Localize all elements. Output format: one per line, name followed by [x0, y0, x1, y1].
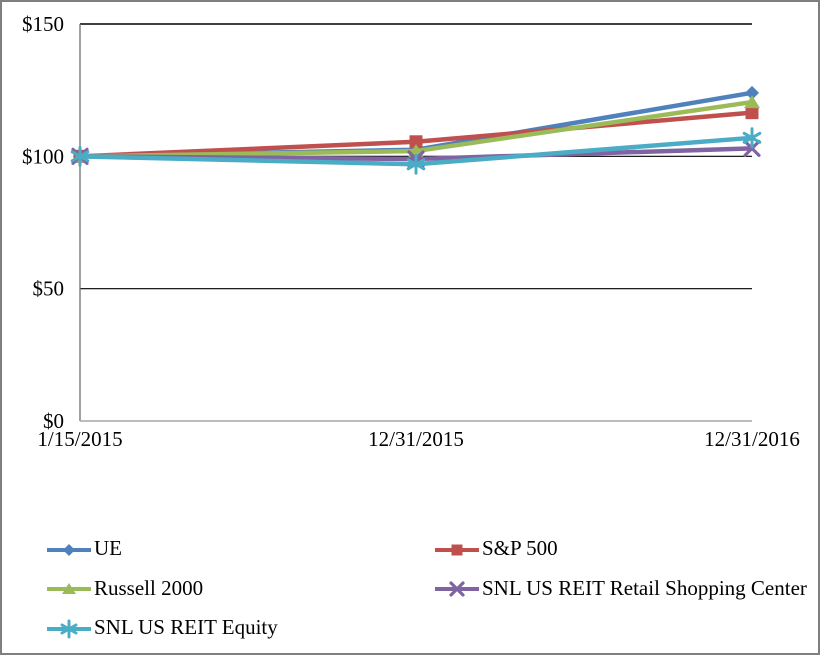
legend-label: Russell 2000 — [94, 575, 204, 600]
legend-marker-triangle — [62, 583, 76, 595]
marker-x-snl-us-reit-retail-shopping-center — [743, 139, 761, 157]
marker-asterisk-snl-us-reit-equity — [742, 127, 762, 149]
y-tick-label: $100 — [22, 144, 64, 168]
legend-item-russell-2000: Russell 2000 — [46, 575, 434, 601]
legend-asterisk-icon — [47, 619, 91, 639]
y-tick-label: $150 — [22, 12, 64, 36]
legend-label: UE — [94, 536, 122, 561]
legend-label: SNL US REIT Retail Shopping Center — [482, 575, 807, 600]
marker-asterisk-snl-us-reit-equity — [406, 153, 426, 175]
marker-diamond-ue — [745, 85, 759, 100]
legend-marker-x — [449, 581, 465, 597]
x-tick-label: 1/15/2015 — [37, 427, 122, 451]
marker-square-s-p-500 — [745, 106, 759, 120]
legend-label: S&P 500 — [482, 536, 558, 561]
legend-marker-diamond — [63, 543, 75, 556]
legend-item-snl-us-reit-retail-shopping-center: SNL US REIT Retail Shopping Center — [434, 575, 807, 601]
chart-legend: UE S&P 500 Russell 2000 SNL US REIT Retail … — [46, 530, 807, 649]
legend-label: SNL US REIT Equity — [94, 615, 278, 640]
legend-square-icon — [435, 544, 479, 556]
y-tick-label: $0 — [43, 409, 64, 433]
x-tick-label: 12/31/2015 — [368, 427, 464, 451]
legend-item-snl-us-reit-equity: SNL US REIT Equity — [46, 617, 434, 640]
plot-area: $0 $50 $100 $150 1/15/2015 12/31/2015 12/31/20… — [22, 12, 800, 451]
legend-item-s-p-500: S&P 500 — [434, 538, 807, 561]
legend-marker-square — [451, 544, 463, 556]
legend-diamond-icon — [47, 543, 91, 556]
marker-square-s-p-500 — [409, 135, 423, 149]
marker-asterisk-snl-us-reit-equity — [70, 145, 90, 167]
legend-marker-asterisk — [60, 619, 78, 639]
legend-triangle-icon — [47, 583, 91, 595]
y-tick-label: $50 — [33, 277, 65, 301]
legend-x-icon — [435, 581, 479, 597]
marker-triangle-russell-2000 — [744, 95, 760, 109]
legend-item-ue: UE — [46, 538, 434, 561]
x-tick-label: 12/31/2016 — [704, 427, 800, 451]
